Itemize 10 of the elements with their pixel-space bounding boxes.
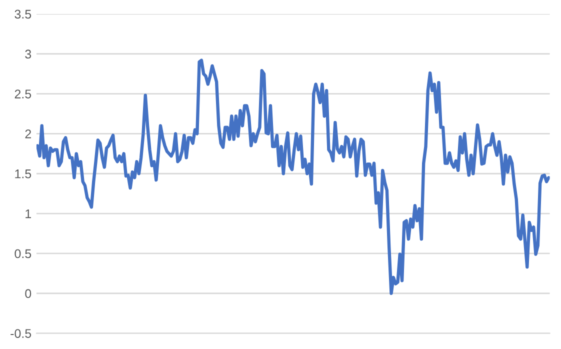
line-series (36, 58, 550, 295)
y-tick-label: 3 (25, 50, 32, 59)
y-tick-label: -0.5 (10, 329, 32, 338)
y-tick-label: 1.5 (15, 170, 32, 178)
y-tick-label: 1 (26, 209, 31, 218)
y-tick-label: 2 (25, 130, 31, 138)
y-tick-label: 0 (25, 289, 32, 298)
y-tick-label: 2.5 (14, 90, 32, 98)
y-tick-label: 0.5 (14, 249, 32, 258)
y-tick-label: 3.5 (14, 10, 32, 19)
